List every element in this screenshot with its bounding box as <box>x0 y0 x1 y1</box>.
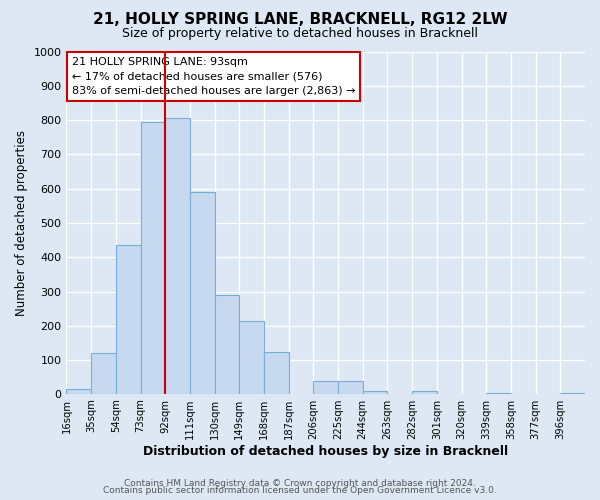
Text: Size of property relative to detached houses in Bracknell: Size of property relative to detached ho… <box>122 28 478 40</box>
Text: Contains public sector information licensed under the Open Government Licence v3: Contains public sector information licen… <box>103 486 497 495</box>
Bar <box>215 295 239 394</box>
Text: 21 HOLLY SPRING LANE: 93sqm
← 17% of detached houses are smaller (576)
83% of se: 21 HOLLY SPRING LANE: 93sqm ← 17% of det… <box>71 56 355 96</box>
Bar <box>116 245 140 394</box>
Bar <box>363 391 388 394</box>
Y-axis label: Number of detached properties: Number of detached properties <box>15 130 28 316</box>
Bar <box>91 354 116 395</box>
Bar <box>239 322 264 394</box>
Text: 21, HOLLY SPRING LANE, BRACKNELL, RG12 2LW: 21, HOLLY SPRING LANE, BRACKNELL, RG12 2… <box>92 12 508 28</box>
Bar <box>165 118 190 394</box>
Bar <box>67 390 91 394</box>
Bar <box>338 380 363 394</box>
Bar <box>486 392 511 394</box>
X-axis label: Distribution of detached houses by size in Bracknell: Distribution of detached houses by size … <box>143 444 508 458</box>
Bar <box>313 380 338 394</box>
Text: Contains HM Land Registry data © Crown copyright and database right 2024.: Contains HM Land Registry data © Crown c… <box>124 478 476 488</box>
Bar <box>140 122 165 394</box>
Bar <box>412 391 437 394</box>
Bar <box>190 192 215 394</box>
Bar <box>264 352 289 395</box>
Bar <box>560 392 585 394</box>
